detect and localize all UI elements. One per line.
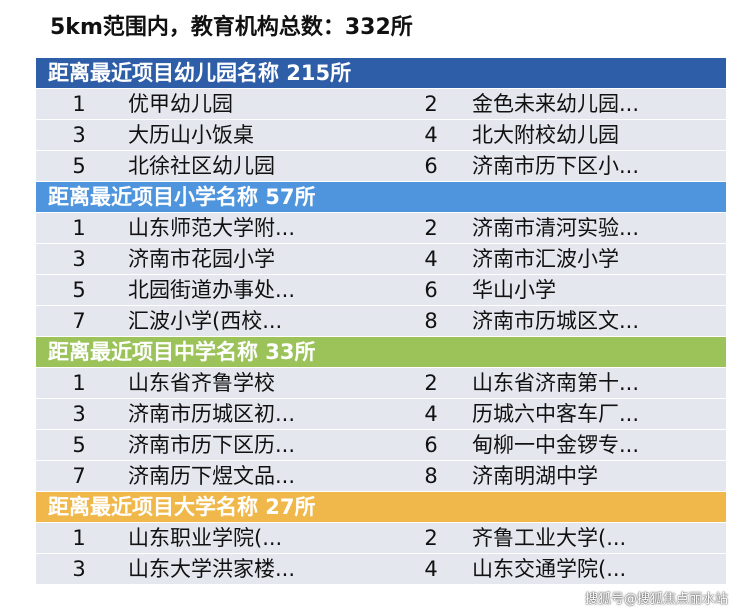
- school-name: 济南市汇波小学: [472, 247, 619, 271]
- rank-number: 8: [424, 464, 438, 488]
- rank-number: 5: [72, 278, 86, 302]
- rank-number: 5: [72, 154, 86, 178]
- rank-number: 2: [424, 371, 438, 395]
- rank-number: 4: [424, 402, 438, 426]
- rank-number: 4: [424, 123, 438, 147]
- rank-number: 3: [72, 247, 86, 271]
- rank-number: 6: [424, 154, 438, 178]
- school-name: 北徐社区幼儿园: [128, 154, 275, 178]
- school-name: 华山小学: [472, 278, 556, 302]
- school-name: 北园街道办事处...: [128, 278, 296, 302]
- rank-number: 5: [72, 433, 86, 457]
- school-name: 山东师范大学附...: [128, 216, 296, 240]
- school-name: 山东省济南第十...: [472, 371, 640, 395]
- section-header: 距离最近项目中学名称 33所: [36, 337, 726, 368]
- education-table: 距离最近项目幼儿园名称 215所 1 优甲幼儿园 2 金色未来幼儿园... 3 大历山小饭桌…: [36, 58, 726, 585]
- table-row: 3 济南市花园小学 4 济南市汇波小学: [36, 244, 726, 275]
- rank-number: 3: [72, 402, 86, 426]
- rank-number: 1: [72, 92, 86, 116]
- rank-number: 1: [72, 526, 86, 550]
- school-name: 大历山小饭桌: [128, 123, 254, 147]
- school-name: 济南市清河实验...: [472, 216, 640, 240]
- table-row: 7 济南历下煜文品... 8 济南明湖中学: [36, 461, 726, 492]
- page-headline: 5km范围内，教育机构总数：332所: [50, 15, 413, 40]
- table-row: 5 济南市历下区历... 6 甸柳一中金锣专...: [36, 430, 726, 461]
- school-name: 山东大学洪家楼...: [128, 557, 296, 581]
- school-name: 济南市历下区历...: [128, 433, 296, 457]
- rank-number: 2: [424, 526, 438, 550]
- school-name: 北大附校幼儿园: [472, 123, 619, 147]
- school-name: 优甲幼儿园: [128, 92, 233, 116]
- school-name: 济南市历城区文...: [472, 309, 640, 333]
- table-row: 7 汇波小学(西校... 8 济南市历城区文...: [36, 306, 726, 337]
- section-header: 距离最近项目小学名称 57所: [36, 182, 726, 213]
- table-row: 5 北园街道办事处... 6 华山小学: [36, 275, 726, 306]
- table-row: 1 山东师范大学附... 2 济南市清河实验...: [36, 213, 726, 244]
- rank-number: 6: [424, 433, 438, 457]
- school-name: 山东职业学院(...: [128, 526, 283, 550]
- rank-number: 7: [72, 464, 86, 488]
- school-name: 历城六中客车厂...: [472, 402, 640, 426]
- school-name: 济南明湖中学: [472, 464, 598, 488]
- rank-number: 3: [72, 123, 86, 147]
- watermark: 搜狐号@搜狐焦点丽水站: [584, 592, 728, 607]
- rank-number: 4: [424, 557, 438, 581]
- rank-number: 1: [72, 371, 86, 395]
- school-name: 济南市历城区初...: [128, 402, 296, 426]
- table-row: 3 济南市历城区初... 4 历城六中客车厂...: [36, 399, 726, 430]
- rank-number: 2: [424, 216, 438, 240]
- school-name: 山东交通学院(...: [472, 557, 627, 581]
- table-row: 1 山东职业学院(... 2 齐鲁工业大学(...: [36, 523, 726, 554]
- school-name: 山东省齐鲁学校: [128, 371, 275, 395]
- table-row: 3 山东大学洪家楼... 4 山东交通学院(...: [36, 554, 726, 585]
- school-name: 齐鲁工业大学(...: [472, 526, 627, 550]
- section-header: 距离最近项目大学名称 27所: [36, 492, 726, 523]
- section-header: 距离最近项目幼儿园名称 215所: [36, 58, 726, 89]
- rank-number: 2: [424, 92, 438, 116]
- rank-number: 1: [72, 216, 86, 240]
- school-name: 济南市花园小学: [128, 247, 275, 271]
- rank-number: 8: [424, 309, 438, 333]
- rank-number: 6: [424, 278, 438, 302]
- school-name: 汇波小学(西校...: [128, 309, 283, 333]
- table-row: 1 山东省齐鲁学校 2 山东省济南第十...: [36, 368, 726, 399]
- table-row: 3 大历山小饭桌 4 北大附校幼儿园: [36, 120, 726, 151]
- rank-number: 3: [72, 557, 86, 581]
- rank-number: 4: [424, 247, 438, 271]
- table-row: 1 优甲幼儿园 2 金色未来幼儿园...: [36, 89, 726, 120]
- table-row: 5 北徐社区幼儿园 6 济南市历下区小...: [36, 151, 726, 182]
- school-name: 金色未来幼儿园...: [472, 92, 640, 116]
- school-name: 济南市历下区小...: [472, 154, 640, 178]
- school-name: 济南历下煜文品...: [128, 464, 296, 488]
- rank-number: 7: [72, 309, 86, 333]
- school-name: 甸柳一中金锣专...: [472, 433, 640, 457]
